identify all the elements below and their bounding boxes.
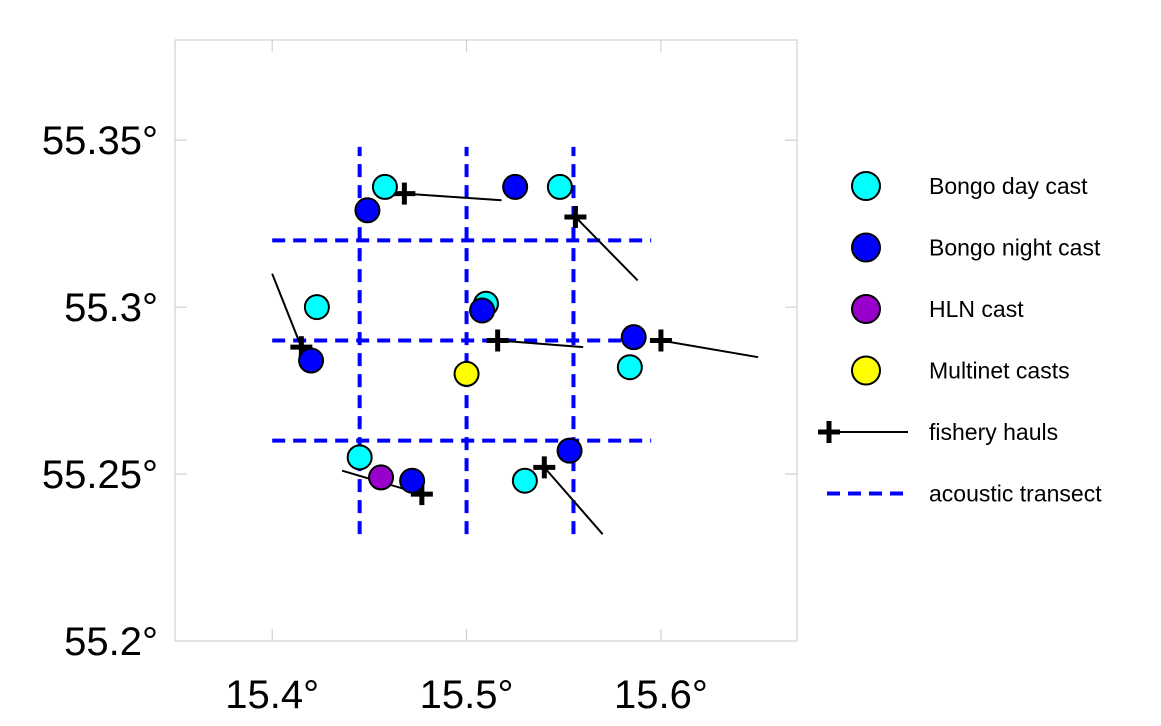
y-tick-label: 55.35° (42, 119, 158, 163)
x-tick-label: 15.5° (420, 673, 514, 717)
haul-start-marker (649, 329, 672, 352)
legend-item: Bongo night cast (851, 232, 1101, 263)
legend-marker (851, 232, 881, 263)
legend-haul-marker (818, 421, 840, 443)
haul-track (271, 273, 303, 348)
cast-point (368, 464, 395, 491)
cast-point (354, 197, 381, 224)
legend-item: Bongo day cast (851, 171, 1088, 201)
cast-point (556, 437, 583, 464)
fishery-haul (649, 329, 759, 359)
legend-label: acoustic transect (929, 481, 1102, 507)
legend-item: HLN cast (851, 294, 1024, 324)
haul-track (543, 466, 604, 535)
haul-track (404, 192, 502, 202)
legend-label: HLN cast (929, 296, 1024, 322)
cast-point (298, 347, 325, 374)
haul-start-marker (393, 182, 416, 205)
legend-label: Bongo day cast (929, 173, 1088, 199)
legend-label: Bongo night cast (929, 235, 1101, 261)
cast-point (371, 173, 398, 200)
x-tick-label: 15.6° (614, 673, 708, 717)
cast-point (616, 354, 643, 381)
haul-start-marker (486, 329, 509, 352)
cast-point (546, 173, 573, 200)
fishery-haul (486, 329, 584, 352)
cast-point (346, 444, 373, 471)
cast-points (298, 173, 647, 494)
legend-marker (851, 171, 881, 201)
y-tick-label: 55.3° (64, 286, 158, 330)
haul-track (660, 339, 759, 359)
legend-item: acoustic transect (827, 481, 1102, 507)
y-tick-label: 55.25° (42, 453, 158, 497)
cast-point (511, 467, 538, 494)
haul-track (574, 216, 639, 282)
cast-point (469, 297, 496, 324)
cast-point (620, 324, 647, 351)
haul-start-marker (533, 456, 556, 479)
legend-item: Multinet casts (851, 355, 1070, 386)
legend-item: fishery hauls (818, 419, 1058, 445)
haul-track (497, 339, 584, 349)
fishery-haul (393, 182, 502, 205)
fishery-haul (564, 205, 639, 282)
y-tick-label: 55.2° (64, 620, 158, 664)
axis-ticks: 15.4° 15.5° 15.6° 55.2° 55.25° 55.3° 55.35° (42, 40, 797, 717)
haul-start-marker (564, 205, 587, 228)
legend-marker (851, 294, 881, 324)
fishery-haul (533, 456, 604, 535)
legend-marker (851, 355, 881, 386)
legend-label: Multinet casts (929, 358, 1070, 384)
cast-point (453, 360, 480, 387)
cast-point (303, 294, 330, 321)
cast-point (399, 467, 426, 494)
x-tick-label: 15.4° (225, 673, 319, 717)
cast-point (502, 173, 529, 200)
legend-label: fishery hauls (929, 419, 1058, 445)
legend: Bongo day cast Bongo night cast HLN cast Mu… (818, 171, 1102, 507)
